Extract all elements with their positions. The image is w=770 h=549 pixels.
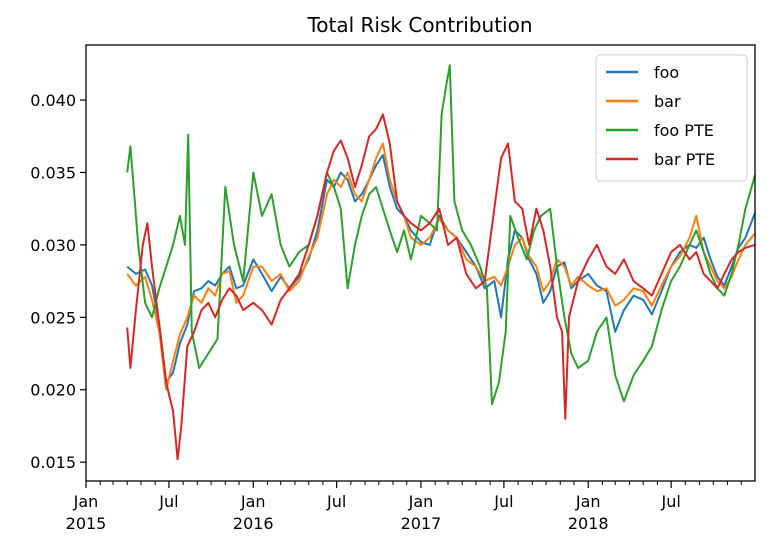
legend-box (595, 54, 748, 182)
legend-label: foo PTE (654, 121, 714, 140)
legend-label: bar PTE (654, 150, 715, 169)
x-tick-year-label: 2017 (401, 514, 442, 533)
legend-label: foo (654, 63, 679, 82)
x-tick-label: Jul (493, 492, 513, 511)
y-tick-label: 0.020 (30, 381, 76, 400)
x-axis: Jan 2015 Jul Jan 2016 Jul Jan 2017 Jul Jan 2018 Jul (66, 481, 742, 533)
series-layer (126, 64, 756, 461)
y-axis: 0.015 0.020 0.025 0.030 0.035 0.040 (30, 91, 86, 472)
y-tick-label: 0.030 (30, 236, 76, 255)
x-tick-label: Jul (660, 492, 680, 511)
x-tick-label: Jan (73, 492, 99, 511)
legend: foo bar foo PTE bar PTE (595, 54, 748, 182)
chart-title: Total Risk Contribution (306, 13, 532, 37)
x-tick-year-label: 2016 (233, 514, 274, 533)
x-tick-label: Jan (575, 492, 601, 511)
x-tick-label: Jul (158, 492, 178, 511)
series-line-4 (126, 113, 756, 461)
x-tick-year-label: 2018 (568, 514, 609, 533)
x-tick-label: Jul (326, 492, 346, 511)
x-tick-label: Jan (408, 492, 434, 511)
x-tick-year-label: 2015 (66, 514, 107, 533)
y-tick-label: 0.025 (30, 308, 76, 327)
y-tick-label: 0.040 (30, 91, 76, 110)
x-tick-label: Jan (240, 492, 266, 511)
y-tick-label: 0.015 (30, 453, 76, 472)
legend-label: bar (654, 92, 681, 111)
y-tick-label: 0.035 (30, 163, 76, 182)
series-line-3 (126, 64, 756, 406)
